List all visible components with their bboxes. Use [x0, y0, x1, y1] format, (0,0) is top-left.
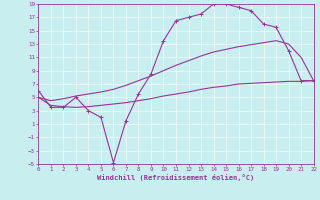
X-axis label: Windchill (Refroidissement éolien,°C): Windchill (Refroidissement éolien,°C) — [97, 174, 255, 181]
